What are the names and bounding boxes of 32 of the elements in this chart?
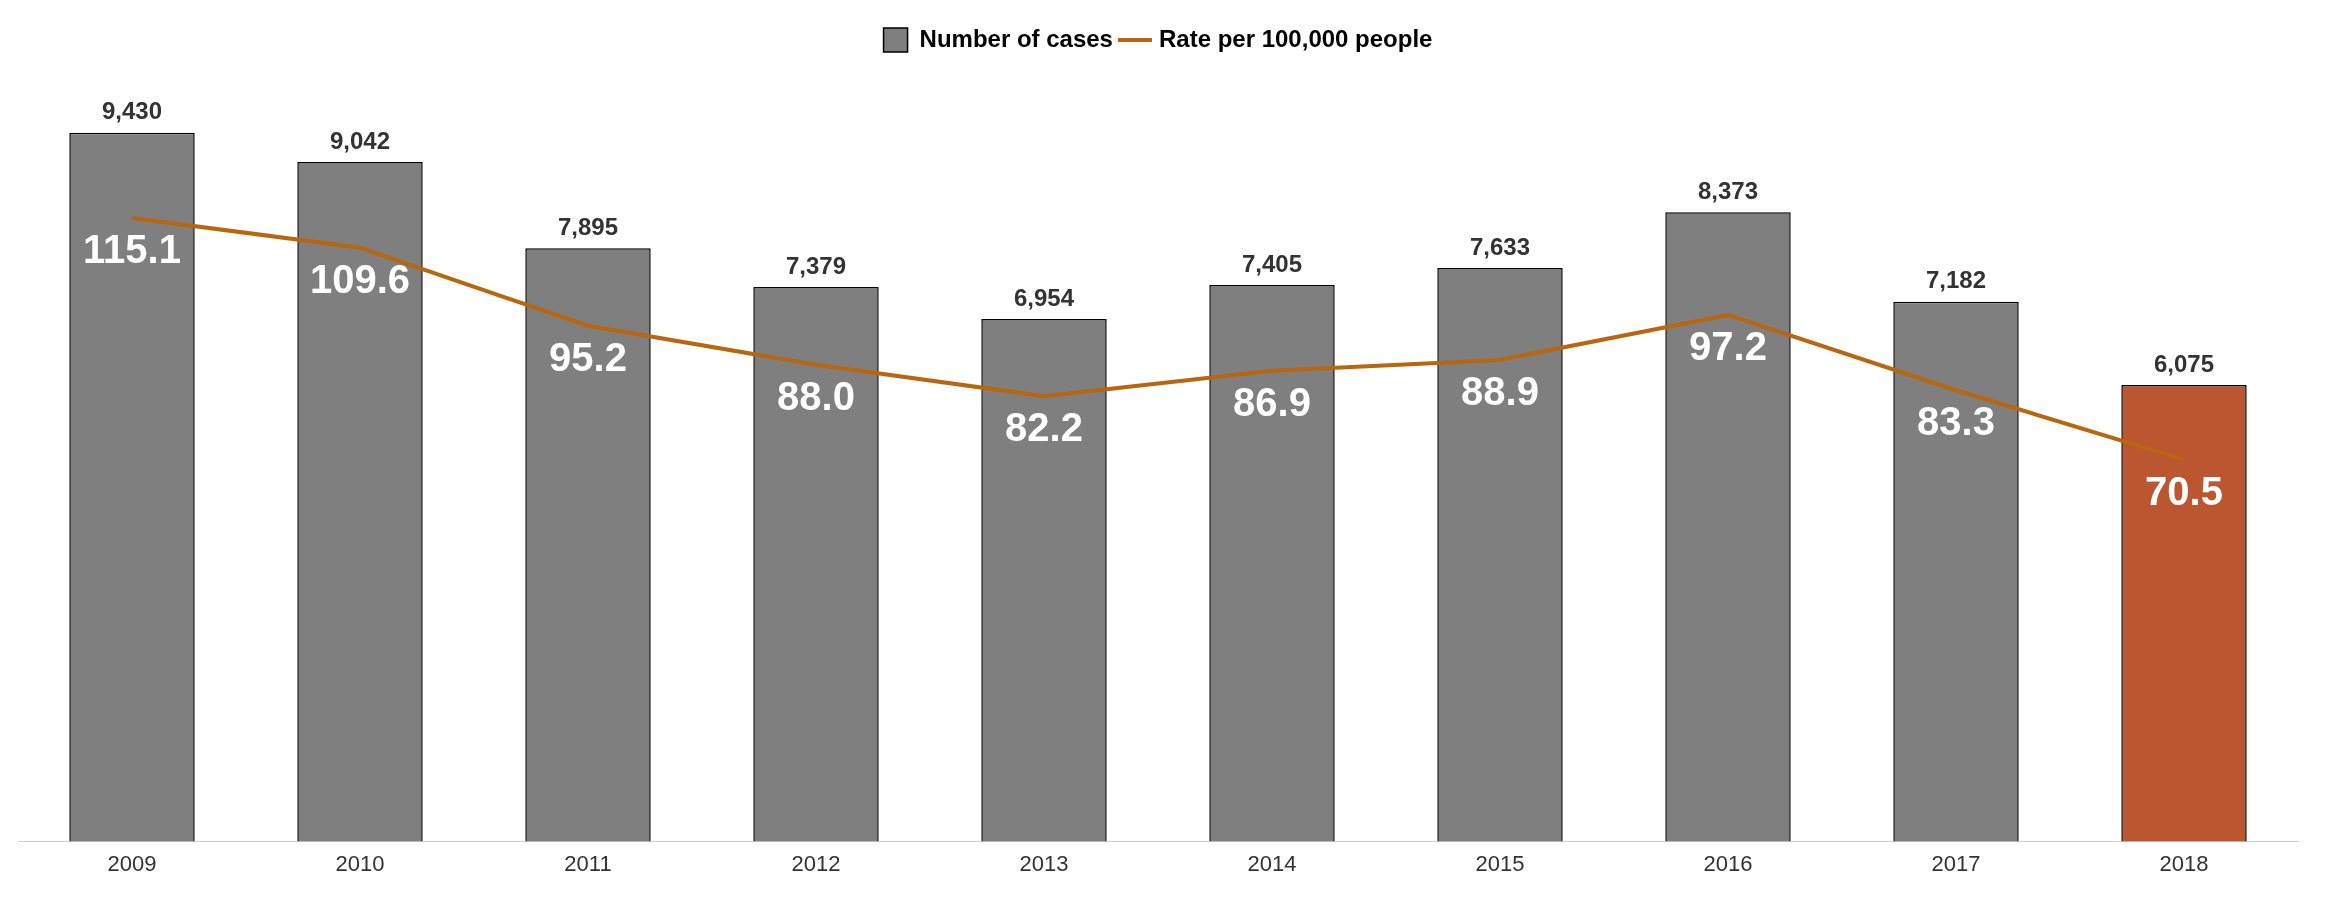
x-tick-label: 2014 [1247, 850, 1297, 876]
x-tick-label: 2017 [1931, 850, 1981, 876]
data-label: 7,895 [557, 212, 619, 240]
data-label: 82.2 [1005, 405, 1083, 450]
data-label: 7,633 [1469, 232, 1531, 260]
data-label: 7,182 [1925, 266, 1987, 294]
data-label: 6,954 [1013, 283, 1075, 311]
data-label: 9,430 [101, 97, 163, 125]
legend-label: Rate per 100,000 people [1158, 24, 1433, 52]
data-label: 7,405 [1241, 249, 1303, 277]
data-label: 95.2 [549, 334, 627, 379]
x-tick-label: 2010 [335, 850, 385, 876]
data-label: 88.9 [1461, 368, 1539, 413]
x-tick-label: 2016 [1703, 850, 1753, 876]
x-tick-label: 2013 [1019, 850, 1069, 876]
data-label: 88.0 [777, 373, 855, 418]
data-label: 115.1 [83, 226, 181, 271]
data-label: 6,075 [2153, 349, 2215, 377]
data-label: 7,379 [785, 251, 847, 279]
data-label: 97.2 [1689, 323, 1767, 368]
data-label: 86.9 [1233, 379, 1311, 424]
data-label: 8,373 [1697, 176, 1759, 204]
data-label: 83.3 [1917, 399, 1995, 444]
data-label: 109.6 [309, 256, 411, 301]
data-label: 9,042 [329, 126, 391, 154]
x-tick-label: 2015 [1475, 850, 1525, 876]
x-tick-label: 2011 [564, 850, 612, 876]
legend-label: Number of cases [919, 24, 1113, 52]
x-tick-label: 2012 [791, 850, 841, 876]
x-tick-label: 2009 [107, 850, 157, 876]
data-label: 70.5 [2145, 468, 2223, 513]
x-tick-label: 2018 [2159, 850, 2209, 876]
